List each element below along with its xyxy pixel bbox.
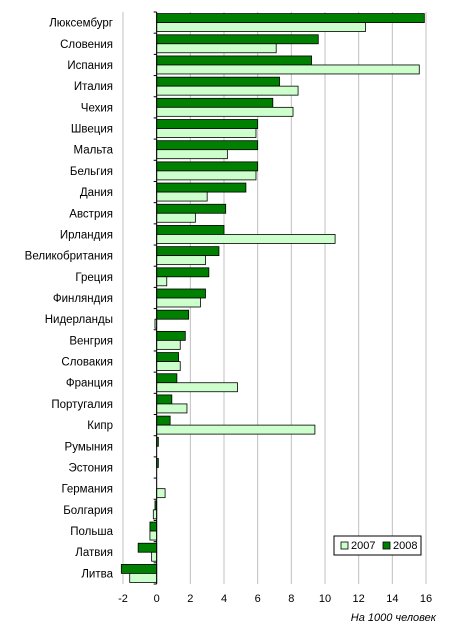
x-axis-ticks: -2 0 2 4 6 8 10 12 14 16 — [118, 593, 432, 605]
bar-2007 — [156, 234, 336, 244]
bar-2007 — [151, 551, 158, 562]
x-tick-label: 4 — [221, 593, 227, 605]
bar-2008 — [156, 97, 274, 108]
bar-2007 — [156, 297, 201, 308]
category-label: Ирландия — [60, 229, 113, 241]
bar-2007 — [156, 64, 420, 75]
category-label: Польша — [70, 526, 113, 538]
bar-2008 — [156, 119, 259, 129]
category-label: Чехия — [81, 102, 113, 114]
category-label: Швеция — [71, 124, 113, 136]
bar-2008 — [156, 288, 206, 299]
category-label: Италия — [74, 81, 113, 93]
x-tick-label: 0 — [154, 593, 160, 605]
legend-swatch-2007 — [340, 541, 349, 550]
category-label: Словакия — [61, 357, 113, 369]
x-tick-label: 10 — [319, 593, 331, 605]
bar-2007 — [156, 170, 257, 181]
category-label: Литва — [81, 568, 113, 580]
bar-2008 — [156, 203, 227, 214]
bar-2008 — [156, 415, 171, 426]
bar-2007 — [156, 276, 168, 287]
category-label: Люксембург — [49, 18, 113, 30]
bar-2007 — [149, 530, 158, 541]
legend: 2007 2008 — [333, 535, 422, 556]
bar-2008 — [156, 13, 425, 23]
bar-2008 — [149, 521, 158, 532]
bar-2008 — [156, 330, 186, 341]
category-label: Греция — [75, 272, 113, 284]
category-labels: Люксембург Словения Испания Италия Чехия Швец… — [25, 18, 114, 581]
category-label: Дания — [80, 187, 113, 199]
category-label: Венгрия — [69, 335, 113, 347]
bar-2008 — [120, 564, 158, 574]
category-label: Финляндия — [53, 293, 113, 305]
category-label: Словения — [60, 39, 113, 51]
bar-2007 — [156, 149, 228, 160]
bar-2008 — [156, 394, 173, 405]
bar-2007 — [156, 128, 257, 138]
bar-2007 — [156, 191, 208, 202]
bar-2007 — [156, 339, 181, 350]
bar-2007 — [129, 573, 158, 583]
x-tick-label: 6 — [255, 593, 261, 605]
bar-2008 — [156, 309, 190, 320]
bar-2008 — [156, 267, 210, 278]
zero-axis — [153, 11, 158, 585]
bar-2008 — [156, 225, 225, 235]
x-tick-label: 16 — [420, 593, 432, 605]
legend-swatch-2008 — [382, 541, 391, 550]
bar-2007 — [156, 361, 181, 371]
category-label: Кипр — [87, 420, 113, 432]
bar-2008 — [156, 140, 259, 151]
category-label: Франция — [66, 378, 113, 390]
category-label: Испания — [67, 60, 113, 72]
category-label: Румыния — [65, 441, 113, 453]
bars — [120, 13, 425, 583]
bar-2008 — [156, 161, 259, 172]
category-label: Австрия — [69, 208, 113, 220]
bar-2008 — [156, 352, 179, 362]
bar-2008 — [156, 76, 280, 87]
x-tick-label: -2 — [118, 593, 128, 605]
legend-label-2008: 2008 — [393, 540, 417, 552]
legend-box — [333, 535, 422, 556]
bar-2008 — [156, 34, 319, 45]
bar-2007 — [156, 403, 188, 414]
x-tick-label: 14 — [386, 593, 398, 605]
bar-2007 — [156, 85, 299, 96]
bar-2008 — [137, 542, 158, 553]
bar-2008 — [156, 246, 220, 257]
bar-2007 — [156, 382, 238, 393]
category-label: Мальта — [74, 145, 114, 157]
category-label: Бельгия — [70, 166, 113, 178]
bar-2007 — [156, 106, 294, 117]
legend-label-2007: 2007 — [351, 540, 375, 552]
x-axis-label: На 1000 человек — [351, 612, 437, 624]
category-label: Великобритания — [25, 251, 113, 263]
bar-2007 — [156, 424, 316, 435]
bar-2007 — [156, 488, 166, 499]
bar-2008 — [156, 55, 312, 66]
bar-2007 — [156, 43, 277, 54]
category-label: Нидерланды — [45, 314, 113, 326]
x-tick-label: 2 — [187, 593, 193, 605]
bar-2008 — [156, 373, 178, 384]
bar-2007 — [156, 212, 196, 223]
category-label: Португалия — [51, 399, 113, 411]
bar-2007 — [152, 509, 158, 520]
x-tick-label: 8 — [288, 593, 294, 605]
bar-2008 — [156, 182, 247, 193]
bar-2007 — [156, 255, 206, 266]
category-label: Эстония — [68, 462, 113, 474]
x-tick-label: 12 — [353, 593, 365, 605]
category-label: Болгария — [63, 505, 113, 517]
category-label: Германия — [61, 484, 113, 496]
category-label: Латвия — [75, 547, 113, 559]
bar-2007 — [156, 22, 366, 32]
